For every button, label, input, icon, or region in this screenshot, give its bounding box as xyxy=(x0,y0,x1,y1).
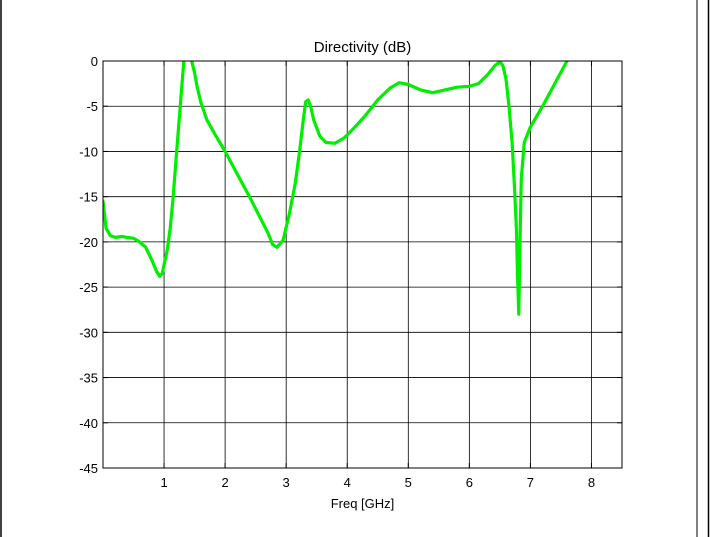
chart-title: Directivity (dB) xyxy=(314,39,412,56)
grid-lines xyxy=(103,60,622,469)
x-tick-label: 5 xyxy=(405,475,412,490)
x-tick-label: 1 xyxy=(160,475,167,490)
x-tick-label: 7 xyxy=(527,475,534,490)
y-tick-label: -15 xyxy=(79,190,98,205)
y-tick-label: -10 xyxy=(79,144,98,159)
y-tick-label: -25 xyxy=(79,280,98,295)
y-tick-label: -20 xyxy=(79,235,98,250)
x-axis-label: Freq [GHz] xyxy=(331,496,395,511)
y-tick-label: -35 xyxy=(79,371,98,386)
y-tick-label: -5 xyxy=(86,99,98,114)
plot-area xyxy=(103,61,569,316)
axis-ticks: 1 2 3 4 5 6 7 8 0 -5 -10 -15 -20 -25 -30 -35 -40 -45 xyxy=(79,54,622,490)
y-tick-label: 0 xyxy=(91,54,98,69)
x-tick-label: 8 xyxy=(588,475,595,490)
x-tick-label: 6 xyxy=(466,475,473,490)
y-tick-label: -30 xyxy=(79,325,98,340)
x-tick-label: 4 xyxy=(344,475,351,490)
x-tick-label: 3 xyxy=(283,475,290,490)
series-line-directivity xyxy=(103,61,569,316)
axes-box xyxy=(102,60,623,469)
y-tick-label: -40 xyxy=(79,416,98,431)
y-tick-label: -45 xyxy=(79,461,98,476)
x-tick-label: 2 xyxy=(222,475,229,490)
